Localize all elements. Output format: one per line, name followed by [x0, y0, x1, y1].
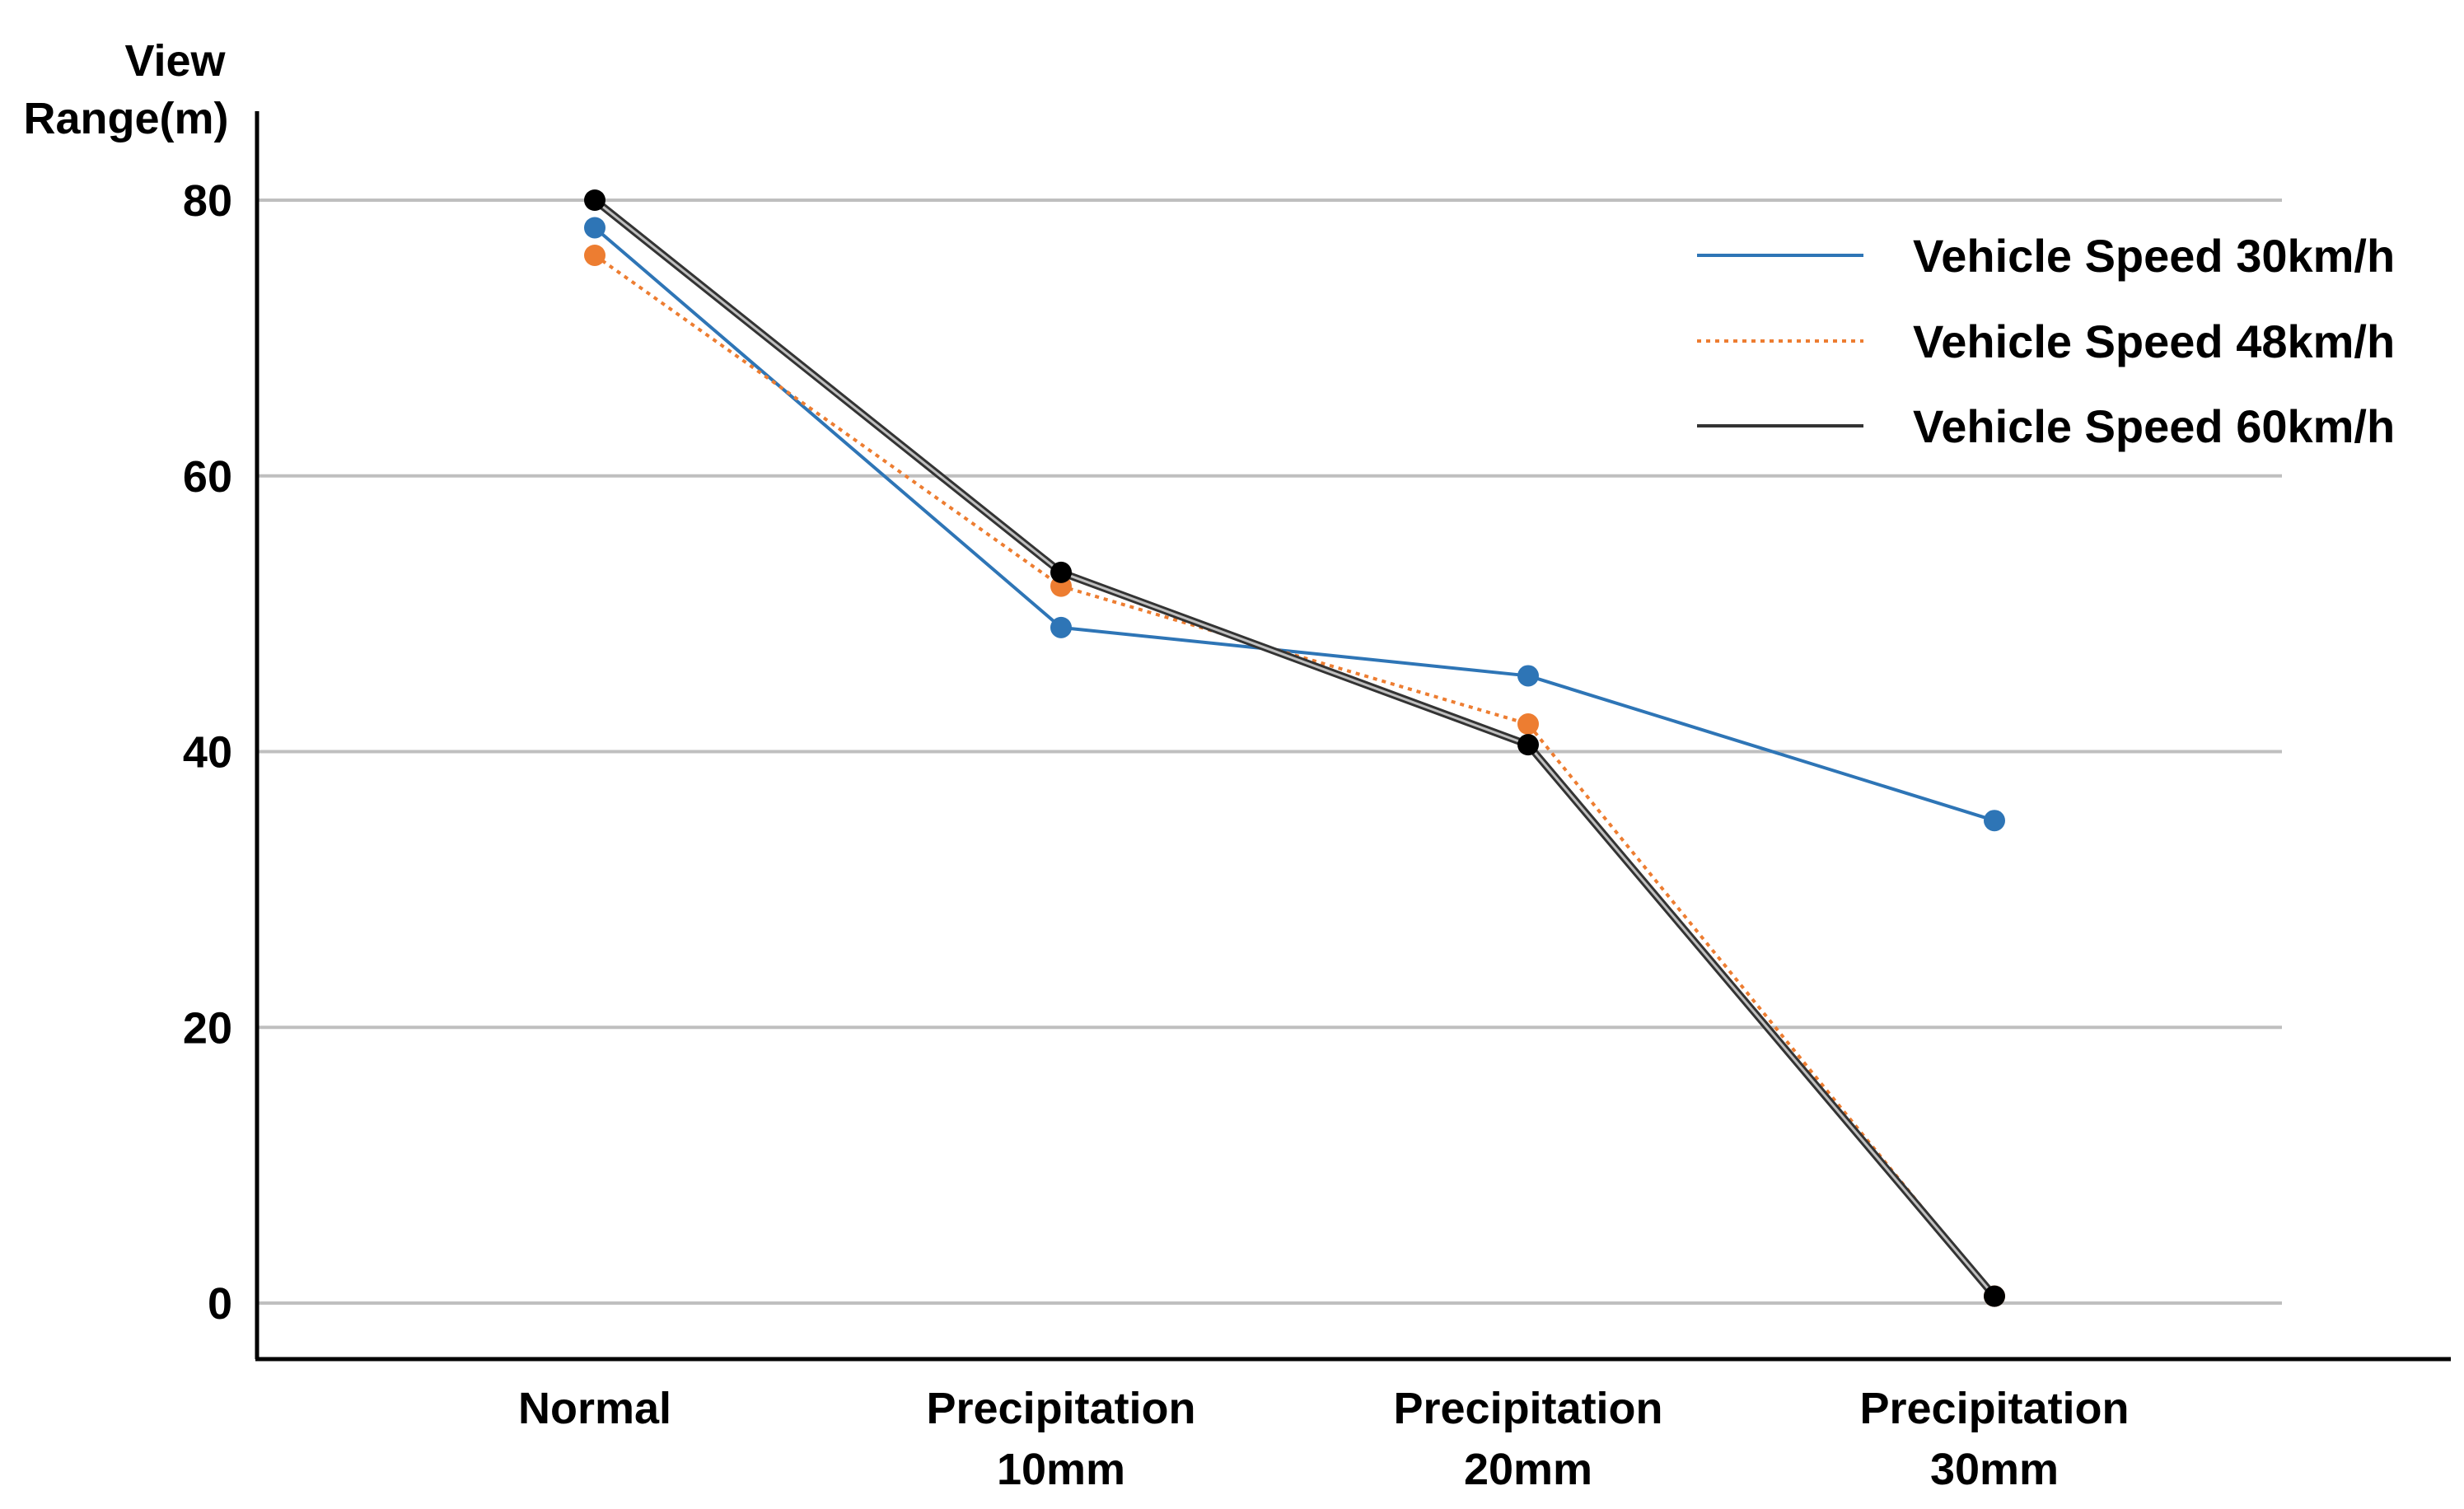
series-1-point-3	[1517, 665, 1539, 687]
series-3	[584, 189, 2005, 1307]
series-1-point-4	[1984, 810, 2005, 832]
series-1-point-2	[1050, 616, 1072, 638]
x-tick-label-3: Precipitation 30mm	[1859, 1384, 2129, 1494]
x-tick-label-3-line-1: Precipitation	[1859, 1384, 2129, 1433]
series-1-line	[593, 226, 1995, 823]
y-tick-label-60: 60	[183, 452, 232, 502]
series-1	[584, 217, 2005, 832]
series-3-point-1	[584, 189, 605, 211]
series-2	[584, 244, 2005, 1307]
y-axis-label-line-1: View	[124, 36, 226, 86]
x-tick-label-0-line-1: Normal	[518, 1384, 671, 1433]
series-3-point-3	[1517, 734, 1539, 756]
x-tick-label-2: Precipitation 20mm	[1393, 1384, 1662, 1494]
legend: Vehicle Speed 30km/h Vehicle Speed 48km/h…	[1697, 230, 2395, 452]
y-tick-label-40: 40	[183, 728, 232, 778]
x-tick-labels: Normal Precipitation 10mm Precipitation 20mm…	[518, 1384, 2130, 1494]
x-tick-label-1-line-2: 10mm	[997, 1445, 1125, 1494]
series-3-line-outline	[592, 197, 1998, 1299]
x-tick-label-3-line-2: 30mm	[1930, 1445, 2059, 1494]
legend-label-3: Vehicle Speed 60km/h	[1913, 400, 2395, 452]
series-3-point-2	[1050, 561, 1072, 583]
series-3-point-4	[1984, 1285, 2005, 1307]
legend-label-2: Vehicle Speed 48km/h	[1913, 315, 2395, 367]
y-tick-labels: 0 20 40 60 80	[183, 176, 232, 1329]
y-tick-label-80: 80	[183, 176, 232, 226]
series-2-line	[593, 254, 1996, 1297]
series-2-point-3	[1517, 713, 1539, 736]
x-tick-label-1-line-1: Precipitation	[926, 1384, 1195, 1433]
y-axis-label: View Range(m)	[23, 36, 237, 143]
axes	[255, 111, 2451, 1362]
x-tick-label-2-line-1: Precipitation	[1393, 1384, 1662, 1433]
y-tick-label-20: 20	[183, 1003, 232, 1053]
series-2-point-1	[584, 244, 605, 266]
x-tick-label-2-line-2: 20mm	[1464, 1445, 1592, 1494]
series-1-point-1	[584, 217, 605, 239]
legend-label-1: Vehicle Speed 30km/h	[1913, 230, 2395, 282]
y-axis-label-line-2: Range(m)	[23, 94, 228, 143]
y-tick-label-0: 0	[208, 1279, 232, 1329]
x-tick-label-0: Normal	[518, 1384, 671, 1433]
series	[584, 189, 2005, 1307]
series-3-line-inner	[594, 199, 1996, 1297]
x-tick-label-1: Precipitation 10mm	[926, 1384, 1195, 1494]
